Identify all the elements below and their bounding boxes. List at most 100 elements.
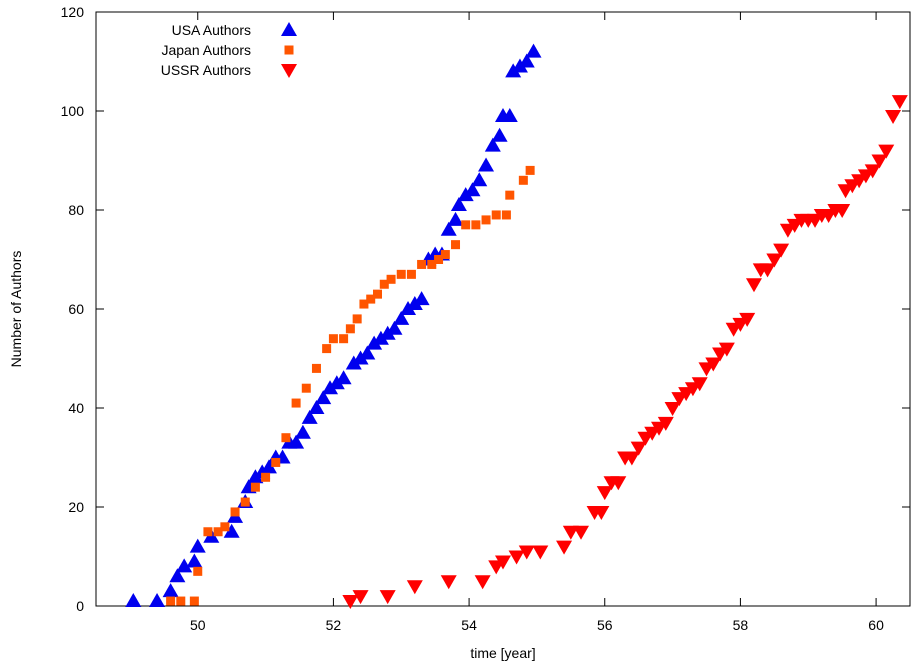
legend-marker xyxy=(284,45,294,55)
data-point xyxy=(271,457,281,467)
data-point xyxy=(342,595,359,610)
x-tick-label: 60 xyxy=(868,617,884,633)
markers xyxy=(125,43,908,610)
data-point xyxy=(759,263,776,278)
x-tick-label: 50 xyxy=(190,617,206,633)
data-point xyxy=(440,575,457,590)
data-point xyxy=(532,545,549,560)
data-point xyxy=(413,291,430,306)
data-point xyxy=(885,109,902,124)
data-point xyxy=(220,522,230,532)
data-point xyxy=(406,269,416,279)
legend-label: USA Authors xyxy=(172,22,251,38)
data-point xyxy=(169,568,186,583)
data-point xyxy=(773,243,790,258)
data-point xyxy=(434,255,444,264)
data-point xyxy=(718,342,735,357)
legend-marker xyxy=(281,22,297,36)
data-point xyxy=(359,345,376,360)
data-point xyxy=(691,377,708,392)
data-point xyxy=(471,220,481,230)
data-point xyxy=(864,164,881,179)
legend: USA Authors Japan Authors USSR Authors xyxy=(161,22,297,78)
data-point xyxy=(352,590,369,605)
data-point xyxy=(556,540,573,555)
data-point xyxy=(291,398,301,408)
data-point xyxy=(315,390,332,405)
data-point xyxy=(359,299,369,309)
data-point xyxy=(176,596,186,606)
data-point xyxy=(508,550,525,565)
data-point xyxy=(525,43,542,58)
data-point xyxy=(345,324,355,334)
series-0 xyxy=(125,43,542,608)
data-point xyxy=(193,566,203,576)
data-point xyxy=(162,583,179,598)
data-point xyxy=(505,190,515,200)
data-point xyxy=(525,165,535,175)
data-point xyxy=(478,157,495,172)
plot-frame xyxy=(95,11,911,607)
data-point xyxy=(301,409,318,424)
legend-label: USSR Authors xyxy=(161,62,251,78)
data-point xyxy=(393,310,410,325)
data-point xyxy=(261,472,271,482)
y-axis-title: Number of Authors xyxy=(8,251,24,368)
data-point xyxy=(450,197,467,212)
data-point xyxy=(491,127,508,142)
data-point xyxy=(474,575,491,590)
series-1 xyxy=(166,165,535,606)
data-point xyxy=(328,334,338,344)
data-point xyxy=(149,593,166,608)
legend-marker xyxy=(281,64,297,78)
data-point xyxy=(481,215,491,225)
data-point xyxy=(610,476,627,491)
legend-label: Japan Authors xyxy=(161,42,251,58)
data-point xyxy=(189,538,206,553)
data-point xyxy=(186,553,203,568)
data-point xyxy=(891,95,908,110)
data-point xyxy=(294,424,311,439)
data-point xyxy=(739,312,756,327)
data-point xyxy=(379,279,389,289)
y-tick-label: 20 xyxy=(68,499,84,515)
y-tick-label: 0 xyxy=(76,598,84,614)
data-point xyxy=(373,289,383,299)
y-tick-label: 100 xyxy=(61,103,85,119)
data-point xyxy=(301,383,311,393)
series-2 xyxy=(342,95,908,610)
data-point xyxy=(213,527,223,537)
y-tick-label: 60 xyxy=(68,301,84,317)
data-point xyxy=(166,596,176,606)
data-point xyxy=(491,210,501,220)
data-point xyxy=(125,593,142,608)
data-point xyxy=(518,53,535,68)
data-point xyxy=(440,250,450,260)
data-point xyxy=(495,555,511,570)
data-point xyxy=(705,357,722,372)
data-point xyxy=(288,434,305,449)
data-point xyxy=(878,144,895,159)
ticks xyxy=(96,11,910,607)
data-point xyxy=(366,294,376,304)
tick-labels: 50 52 54 56 58 60 0 20 40 60 80 100 120 xyxy=(61,4,884,633)
y-tick-label: 80 xyxy=(68,202,84,218)
data-point xyxy=(427,259,437,269)
x-tick-label: 54 xyxy=(461,617,477,633)
x-tick-label: 58 xyxy=(733,617,749,633)
data-point xyxy=(189,596,199,606)
data-point xyxy=(593,505,610,520)
data-point xyxy=(322,344,332,354)
data-point xyxy=(311,363,321,373)
x-axis-title: time [year] xyxy=(470,645,535,661)
data-point xyxy=(308,400,325,414)
data-point xyxy=(230,507,240,517)
data-point xyxy=(451,240,461,250)
data-point xyxy=(203,527,213,537)
data-point xyxy=(386,274,396,284)
x-tick-label: 56 xyxy=(597,617,613,633)
data-point xyxy=(630,441,647,456)
data-point xyxy=(501,107,518,122)
data-point xyxy=(657,416,674,431)
